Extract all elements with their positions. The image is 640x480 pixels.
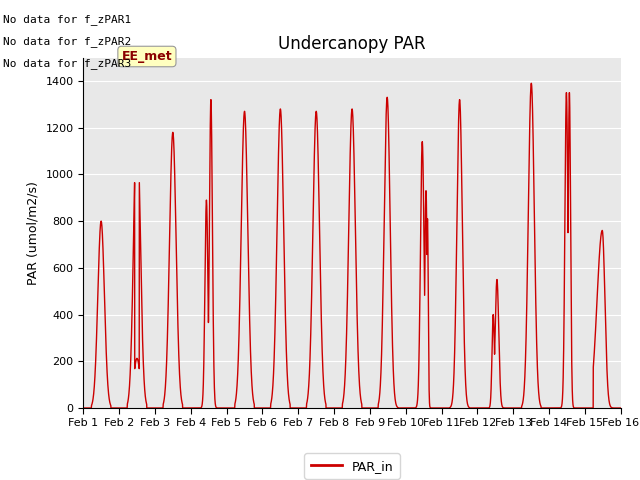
Text: No data for f_zPAR2: No data for f_zPAR2 bbox=[3, 36, 131, 47]
Title: Undercanopy PAR: Undercanopy PAR bbox=[278, 35, 426, 53]
Text: EE_met: EE_met bbox=[122, 50, 172, 63]
Y-axis label: PAR (umol/m2/s): PAR (umol/m2/s) bbox=[27, 181, 40, 285]
Legend: PAR_in: PAR_in bbox=[304, 453, 400, 479]
Text: No data for f_zPAR1: No data for f_zPAR1 bbox=[3, 14, 131, 25]
Text: No data for f_zPAR3: No data for f_zPAR3 bbox=[3, 58, 131, 69]
